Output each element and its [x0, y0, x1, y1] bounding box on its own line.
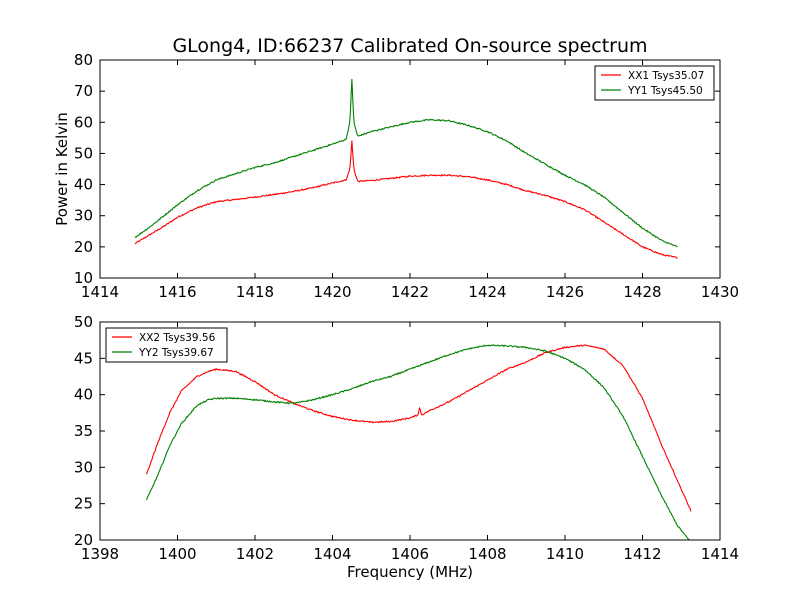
x-tick-label: 1408: [468, 545, 506, 563]
y-tick-label: 25: [74, 495, 93, 513]
legend-entry: XX1 Tsys35.07: [628, 70, 704, 82]
y-tick-label: 80: [74, 51, 93, 69]
y-tick-label: 50: [74, 313, 93, 331]
y-tick-label: 20: [74, 238, 93, 256]
y-tick-label: 35: [74, 422, 93, 440]
x-tick-label: 1406: [391, 545, 429, 563]
series-line-xx1: [134, 140, 678, 259]
x-tick-label: 1400: [158, 545, 196, 563]
x-tick-label: 1422: [391, 283, 429, 301]
panel-1: 1414 1416 1418 1420 1422 1424 1426 1428 1430 10 20…: [74, 51, 739, 301]
x-tick-label: 1404: [313, 545, 351, 563]
chart-title: GLong4, ID:66237 Calibrated On-source sp…: [172, 35, 647, 57]
y-tick-label: 70: [74, 82, 93, 100]
legend-box: [105, 327, 228, 363]
y-tick-label: 45: [74, 349, 93, 367]
y-tick-label: 60: [74, 113, 93, 131]
x-tick-label: 1418: [236, 283, 274, 301]
x-tick-label: 1412: [623, 545, 661, 563]
x-axis-label: Frequency (MHz): [347, 563, 473, 581]
y-axis-label: Power in Kelvin: [53, 112, 71, 226]
y-tick-label: 10: [74, 269, 93, 287]
x-tick-label: 1398: [81, 545, 119, 563]
legend-entry: XX2 Tsys39.56: [139, 332, 216, 344]
x-tick-label: 1420: [313, 283, 351, 301]
panel-2: 1398 1400 1402 1404 1406 1408 1410 1412 1414 20 25…: [74, 313, 739, 563]
series-line-yy2: [145, 344, 690, 540]
legend-1: XX1 Tsys35.07 YY1 Tsys45.50: [594, 65, 715, 101]
y-tick-label: 30: [74, 207, 93, 225]
y-tick-label: 40: [74, 386, 93, 404]
y-tick-label: 40: [74, 176, 93, 194]
series-line-yy1: [134, 79, 678, 248]
x-tick-label: 1428: [623, 283, 661, 301]
x-tick-label: 1416: [158, 283, 196, 301]
legend-entry: YY1 Tsys45.50: [627, 85, 703, 97]
x-tick-label: 1430: [701, 283, 739, 301]
y-tick-label: 20: [74, 531, 93, 549]
x-tick-label: 1414: [81, 283, 119, 301]
legend-entry: YY2 Tsys39.67: [138, 347, 214, 359]
series-line-xx2: [145, 344, 692, 512]
legend-2: XX2 Tsys39.56 YY2 Tsys39.67: [105, 327, 228, 363]
legend-box: [594, 65, 715, 101]
x-tick-label: 1414: [701, 545, 739, 563]
x-tick-label: 1424: [468, 283, 506, 301]
x-tick-label: 1402: [236, 545, 274, 563]
y-tick-label: 30: [74, 458, 93, 476]
x-tick-label: 1410: [546, 545, 584, 563]
y-tick-label: 50: [74, 144, 93, 162]
x-tick-label: 1426: [546, 283, 584, 301]
